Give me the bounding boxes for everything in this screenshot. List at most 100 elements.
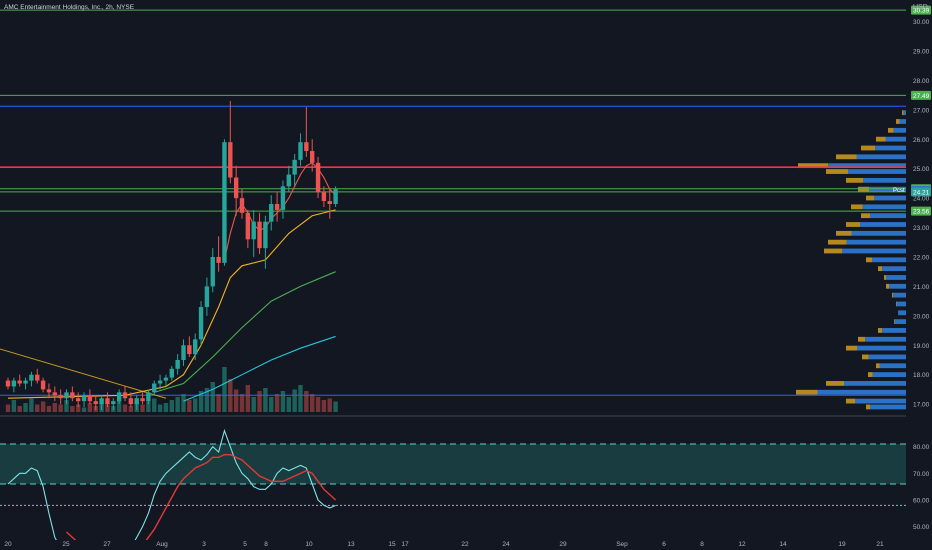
candle-body — [327, 201, 332, 204]
volume-profile-bar — [882, 328, 906, 333]
volume-bar — [245, 385, 251, 412]
candle-body — [163, 377, 169, 381]
candlesticks — [5, 101, 338, 410]
candle-body — [46, 389, 52, 393]
candle-body — [228, 142, 233, 178]
volume-bar — [35, 404, 40, 412]
price-tick-label: 26.00 — [913, 137, 930, 144]
candle-body — [193, 339, 198, 355]
volume-profile-bar — [882, 266, 906, 272]
candle-body — [286, 174, 291, 187]
volume-bar — [105, 404, 110, 412]
volume-bar — [193, 398, 198, 412]
volume-bar — [52, 403, 57, 412]
candle-body — [35, 374, 40, 381]
candle-body — [157, 380, 163, 384]
volume-profile-bar — [868, 354, 906, 360]
candle-body — [40, 380, 46, 390]
volume-profile-bar — [846, 398, 855, 404]
volume-bar — [29, 398, 34, 412]
volume-bar — [122, 404, 128, 412]
volume-profile-bar — [874, 195, 906, 201]
symbol-title[interactable]: AMC Entertainment Holdings, Inc., 2h, NY… — [4, 4, 135, 11]
volume-profile-bar — [896, 119, 900, 124]
time-tick-label: 8 — [264, 541, 268, 548]
volume-profile-bar — [861, 213, 871, 219]
price-badge — [911, 5, 931, 15]
price-badge — [911, 206, 931, 216]
volume-bar — [286, 397, 291, 412]
horizontal-levels[interactable] — [0, 9, 906, 399]
volume-profile-bar — [851, 204, 863, 210]
volume-profile-bar — [855, 398, 906, 404]
rsi-line — [7, 428, 336, 540]
volume-profile-bar — [836, 154, 857, 160]
volume-profile-bar — [894, 319, 895, 325]
candle-body — [292, 159, 297, 175]
candle-body — [239, 198, 245, 213]
volume-profile-bar — [896, 301, 906, 307]
candle-body — [257, 221, 262, 249]
time-tick-label: 17 — [401, 541, 409, 548]
volume-profile-bar — [826, 381, 844, 386]
volume-bar — [333, 401, 338, 412]
volume-profile-bar — [876, 136, 886, 142]
time-tick-label: Sep — [616, 541, 628, 548]
volume-bar — [210, 382, 215, 412]
candle-body — [81, 395, 87, 402]
candle-body — [315, 162, 321, 193]
volume-bar — [58, 404, 63, 412]
volume-profile-bar — [868, 372, 873, 377]
candle-body — [140, 398, 145, 402]
candle-body — [134, 398, 139, 405]
rsi-ma-line — [66, 453, 337, 540]
volume-bar — [315, 397, 321, 412]
volume-profile-bar — [903, 110, 906, 116]
candle-body — [321, 192, 327, 202]
volume-bar — [87, 403, 93, 412]
time-tick-label: 20 — [4, 541, 12, 548]
volume-bar — [163, 403, 169, 412]
moving-averages — [7, 162, 336, 402]
volume-bar — [116, 400, 122, 412]
candle-body — [29, 374, 34, 381]
volume-profile-bar — [863, 177, 906, 183]
volume-bar — [304, 391, 309, 412]
volume-profile-bar — [893, 127, 906, 133]
volume-profile-bar — [885, 136, 906, 142]
volume-bar — [146, 401, 151, 412]
volume-profile-bar — [902, 110, 904, 116]
candle-body — [122, 392, 128, 399]
time-tick-label: Aug — [156, 541, 168, 548]
candle-body — [99, 398, 104, 405]
candle-body — [146, 392, 151, 402]
volume-bar — [40, 401, 46, 412]
volume-profile-bar — [876, 363, 880, 369]
volume-profile-bar — [828, 239, 847, 245]
rsi-pane — [0, 428, 906, 540]
volume-profile-bar — [846, 222, 860, 227]
volume-profile-bar — [872, 257, 906, 263]
volume-bar — [76, 404, 81, 412]
volume-bar — [257, 391, 262, 412]
candle-body — [64, 392, 69, 399]
volume-profile-bar — [817, 389, 906, 395]
candle-body — [169, 368, 174, 378]
volume-profile-bar — [836, 230, 852, 236]
candle-body — [175, 359, 180, 369]
volume-bar — [233, 389, 239, 412]
volume-profile-bar — [798, 163, 829, 169]
price-badge — [911, 187, 931, 197]
volume-profile-bar — [828, 163, 906, 169]
volume-bar — [175, 397, 180, 412]
time-tick-label: 13 — [347, 541, 355, 548]
price-tick-label: 22.00 — [913, 254, 930, 261]
currency-label: USD — [913, 4, 928, 11]
price-axis[interactable]: 30.00 29.00 28.00 27.00 26.00 25.00 24.00 23.00… — [893, 0, 932, 550]
rsi-tick-label: 80.00 — [913, 444, 930, 451]
volume-bar — [251, 397, 256, 412]
time-axis[interactable]: 20 25 27 Aug 3 5 8 10 13 15 17 22 24 29 Sep 6 8 12 14 19 21 — [4, 541, 884, 548]
volume-bar — [81, 407, 87, 412]
